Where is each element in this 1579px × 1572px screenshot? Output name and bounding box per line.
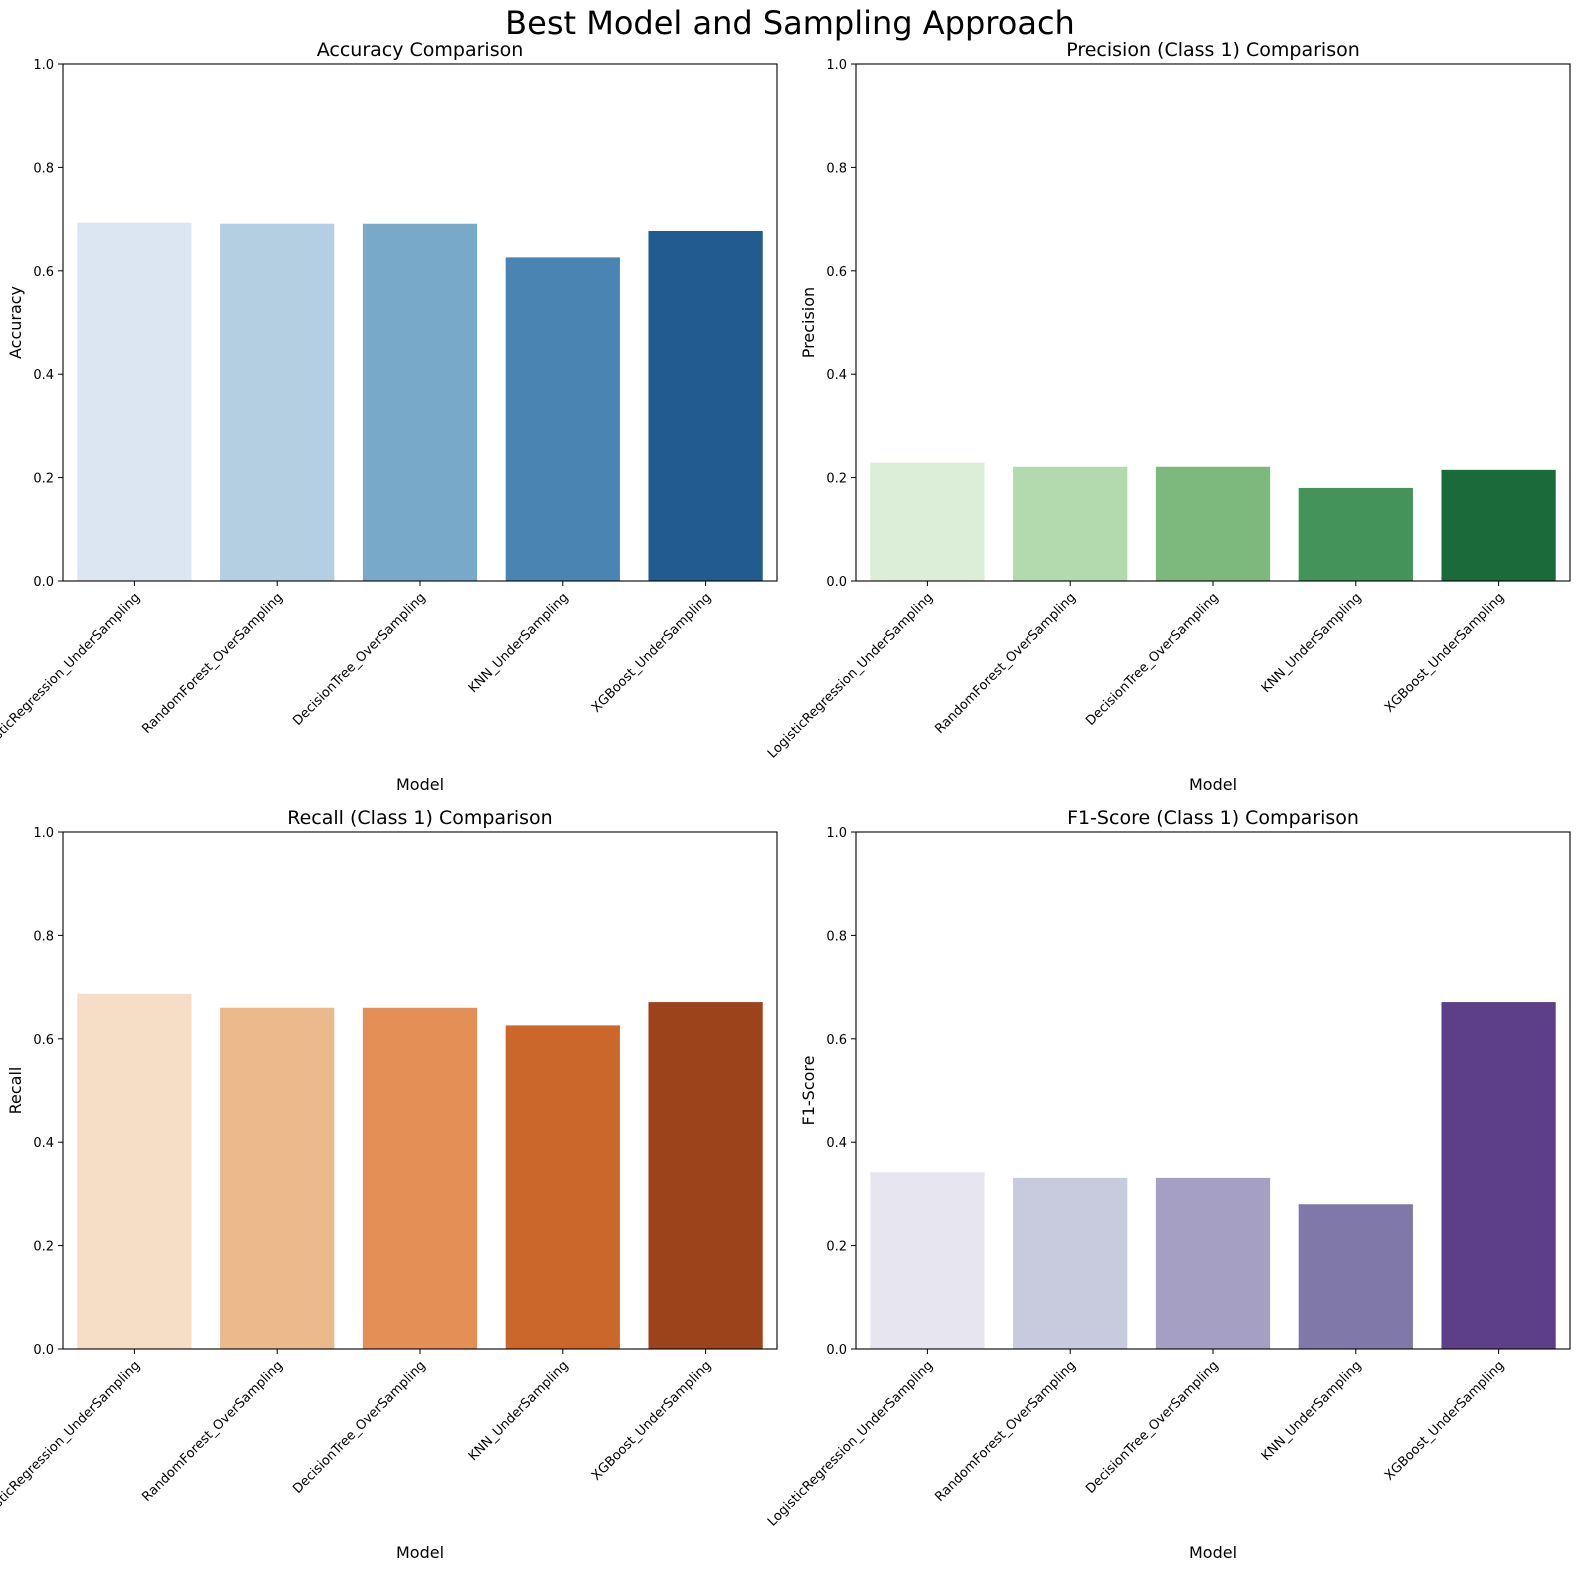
accuracy-chart-xtick-label: RandomForest_OverSampling: [139, 590, 286, 737]
f1-chart-bar-1: [870, 1172, 985, 1349]
recall-chart-ytick-label: 0.0: [33, 1343, 54, 1358]
f1-chart-xtick-label: RandomForest_OverSampling: [932, 1358, 1079, 1505]
recall-chart-xtick-label: LogisticRegression_UnderSampling: [0, 1358, 143, 1529]
f1-chart-title: F1-Score (Class 1) Comparison: [1067, 807, 1359, 829]
precision-chart-title: Precision (Class 1) Comparison: [1066, 39, 1360, 61]
precision-chart-ytick-label: 0.6: [826, 265, 847, 280]
accuracy-chart-ytick-label: 0.8: [33, 161, 54, 176]
accuracy-chart-xlabel: Model: [396, 775, 444, 794]
accuracy-chart-ytick-label: 0.0: [33, 575, 54, 590]
recall-chart-ytick-label: 0.4: [33, 1136, 54, 1151]
accuracy-chart-bar-4: [505, 257, 620, 581]
precision-chart-bar-5: [1441, 469, 1556, 581]
f1-chart-xlabel: Model: [1189, 1543, 1237, 1562]
recall-chart-xtick-label: XGBoost_UnderSampling: [589, 1358, 714, 1483]
figure-title: Best Model and Sampling Approach: [505, 4, 1075, 42]
f1-chart: F1-Score (Class 1) Comparison 0.0 0.2 0.4 0.…: [765, 807, 1571, 1562]
accuracy-chart-xtick-label: LogisticRegression_UnderSampling: [0, 590, 143, 761]
f1-chart-ytick-label: 0.4: [826, 1136, 847, 1151]
f1-chart-bar-5: [1441, 1002, 1556, 1349]
precision-chart-xtick-label: RandomForest_OverSampling: [932, 590, 1079, 737]
accuracy-chart-bar-5: [648, 230, 763, 582]
chart-panels: Accuracy Comparison 0.0 0.2 0.4 0.6 0.8 1.0 Log…: [0, 39, 1571, 1562]
accuracy-chart-ytick-label: 1.0: [33, 58, 54, 73]
f1-chart-ytick-label: 1.0: [826, 826, 847, 841]
f1-chart-bar-3: [1155, 1177, 1271, 1349]
accuracy-chart-xtick-label: KNN_UnderSampling: [466, 590, 572, 696]
precision-chart-xtick-label: XGBoost_UnderSampling: [1382, 590, 1507, 715]
accuracy-chart-ytick-label: 0.6: [33, 265, 54, 280]
precision-chart-bar-2: [1013, 466, 1128, 581]
accuracy-chart-xtick-label: XGBoost_UnderSampling: [589, 590, 714, 715]
precision-chart-xtick-label: DecisionTree_OverSampling: [1083, 590, 1222, 729]
recall-chart-bar-5: [648, 1002, 763, 1349]
accuracy-chart-ytick-label: 0.2: [33, 472, 54, 487]
recall-chart-title: Recall (Class 1) Comparison: [287, 807, 552, 829]
precision-chart-bar-1: [870, 462, 985, 581]
recall-chart-ylabel: Recall: [6, 1067, 25, 1115]
f1-chart-ytick-label: 0.6: [826, 1033, 847, 1048]
recall-chart-ytick-label: 1.0: [33, 826, 54, 841]
precision-chart: Precision (Class 1) Comparison 0.0 0.2 0.4 0…: [765, 39, 1571, 794]
accuracy-chart-ylabel: Accuracy: [6, 286, 25, 359]
precision-chart-ytick-label: 0.0: [826, 575, 847, 590]
f1-chart-ytick-label: 0.8: [826, 929, 847, 944]
precision-chart-ylabel: Precision: [799, 287, 818, 358]
recall-chart-bar-3: [362, 1007, 478, 1349]
precision-chart-bar-3: [1155, 466, 1271, 581]
accuracy-chart-title: Accuracy Comparison: [317, 39, 524, 61]
precision-chart-ytick-label: 1.0: [826, 58, 847, 73]
precision-chart-xlabel: Model: [1189, 775, 1237, 794]
f1-chart-xtick-label: KNN_UnderSampling: [1259, 1358, 1365, 1464]
f1-chart-xtick-label: LogisticRegression_UnderSampling: [765, 1358, 936, 1529]
f1-chart-ylabel: F1-Score: [799, 1056, 818, 1126]
recall-chart-ytick-label: 0.8: [33, 929, 54, 944]
f1-chart-bar-2: [1013, 1177, 1128, 1349]
f1-chart-ytick-label: 0.0: [826, 1343, 847, 1358]
recall-chart-xlabel: Model: [396, 1543, 444, 1562]
f1-chart-xtick-label: XGBoost_UnderSampling: [1382, 1358, 1507, 1483]
accuracy-chart-bar-2: [220, 223, 335, 581]
recall-chart-bar-1: [77, 993, 192, 1349]
f1-chart-ytick-label: 0.2: [826, 1240, 847, 1255]
recall-chart-bar-2: [220, 1007, 335, 1349]
recall-chart-xtick-label: DecisionTree_OverSampling: [290, 1358, 429, 1497]
accuracy-chart: Accuracy Comparison 0.0 0.2 0.4 0.6 0.8 1.0 Log…: [0, 39, 778, 794]
recall-chart: Recall (Class 1) Comparison 0.0 0.2 0.4 0.6 0…: [0, 807, 778, 1562]
precision-chart-xtick-label: LogisticRegression_UnderSampling: [765, 590, 936, 761]
precision-chart-ytick-label: 0.8: [826, 161, 847, 176]
recall-chart-ytick-label: 0.2: [33, 1240, 54, 1255]
recall-chart-xtick-label: KNN_UnderSampling: [466, 1358, 572, 1464]
recall-chart-xtick-label: RandomForest_OverSampling: [139, 1358, 286, 1505]
accuracy-chart-bar-3: [362, 223, 478, 581]
f1-chart-bar-4: [1298, 1204, 1413, 1349]
accuracy-chart-bar-1: [77, 222, 192, 581]
accuracy-chart-xtick-label: DecisionTree_OverSampling: [290, 590, 429, 729]
recall-chart-ytick-label: 0.6: [33, 1033, 54, 1048]
precision-chart-bar-4: [1298, 487, 1413, 581]
accuracy-chart-ytick-label: 0.4: [33, 368, 54, 383]
precision-chart-xtick-label: KNN_UnderSampling: [1259, 590, 1365, 696]
precision-chart-ytick-label: 0.4: [826, 368, 847, 383]
recall-chart-bar-4: [505, 1025, 620, 1349]
precision-chart-ytick-label: 0.2: [826, 472, 847, 487]
f1-chart-xtick-label: DecisionTree_OverSampling: [1083, 1358, 1222, 1497]
